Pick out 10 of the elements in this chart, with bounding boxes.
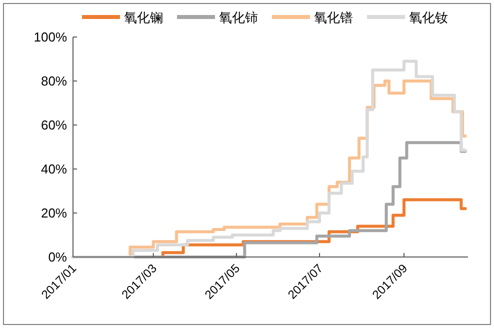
- legend-label: 氧化镧: [124, 10, 163, 25]
- y-tick-label: 100%: [34, 30, 68, 44]
- y-tick-label: 0%: [48, 250, 68, 264]
- y-tick-label: 40%: [40, 162, 68, 176]
- y-tick-label: 80%: [40, 74, 68, 88]
- legend-label: 氧化镨: [314, 10, 353, 25]
- legend-label: 氧化钕: [409, 10, 448, 25]
- y-tick-label: 60%: [40, 118, 68, 132]
- y-tick-label: 20%: [40, 206, 68, 220]
- legend-label: 氧化铈: [219, 10, 258, 25]
